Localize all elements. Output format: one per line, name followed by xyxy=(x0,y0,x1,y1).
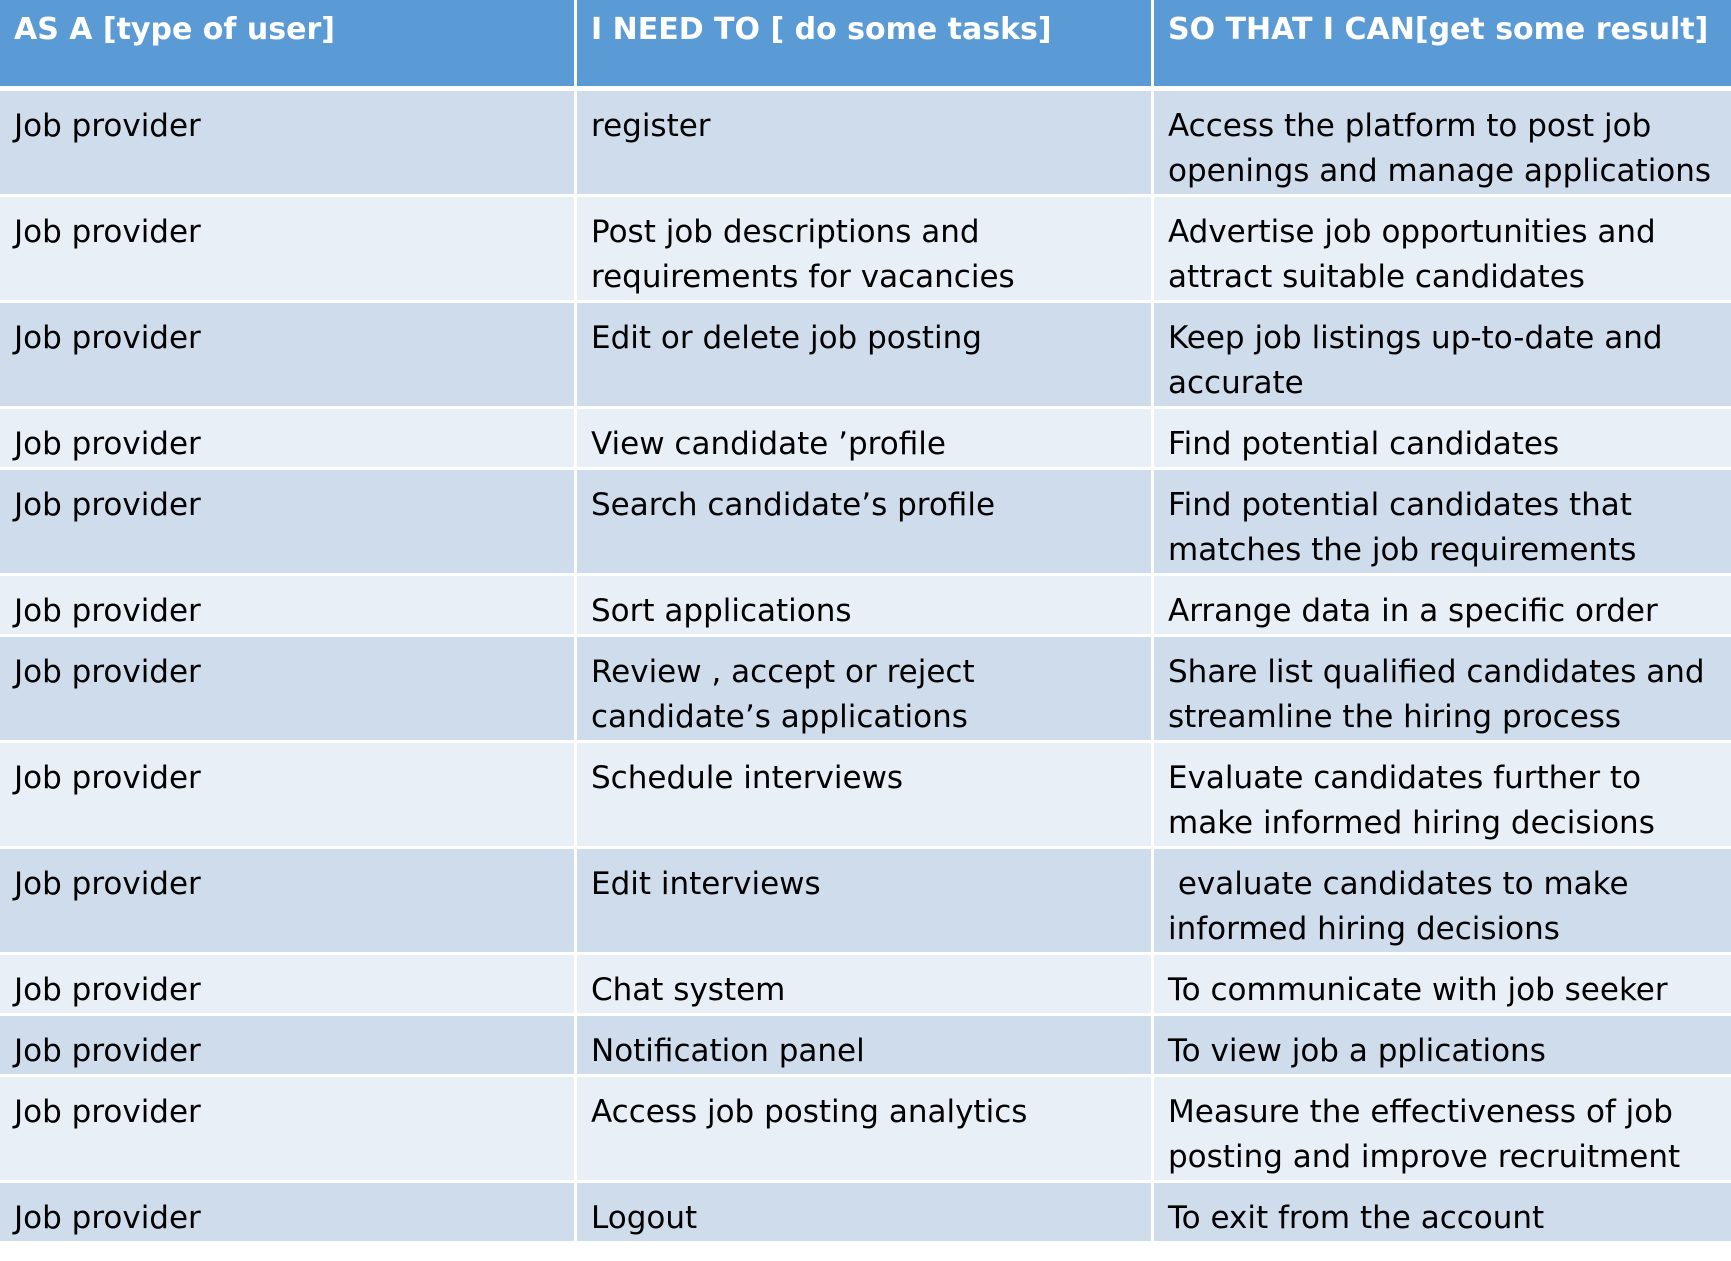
table-row: Job provider View candidate ’profile Fin… xyxy=(0,409,1731,470)
cell-task: Access job posting analytics xyxy=(577,1077,1154,1183)
cell-result: Share list qualified candidates and stre… xyxy=(1154,637,1731,743)
cell-user-type: Job provider xyxy=(0,470,577,576)
cell-result: Find potential candidates xyxy=(1154,409,1731,470)
cell-user-type: Job provider xyxy=(0,1183,577,1244)
cell-task: Sort applications xyxy=(577,576,1154,637)
cell-user-type: Job provider xyxy=(0,743,577,849)
table-row: Job provider Search candidate’s profile … xyxy=(0,470,1731,576)
cell-user-type: Job provider xyxy=(0,955,577,1016)
table-header-row: AS A [type of user] I NEED TO [ do some … xyxy=(0,0,1731,91)
table-row: Job provider Sort applications Arrange d… xyxy=(0,576,1731,637)
table-row: Job provider Schedule interviews Evaluat… xyxy=(0,743,1731,849)
cell-user-type: Job provider xyxy=(0,637,577,743)
cell-task: Search candidate’s profile xyxy=(577,470,1154,576)
cell-task: Post job descriptions and requirements f… xyxy=(577,197,1154,303)
table-row: Job provider Notification panel To view … xyxy=(0,1016,1731,1077)
table-row: Job provider Chat system To communicate … xyxy=(0,955,1731,1016)
header-tasks: I NEED TO [ do some tasks] xyxy=(577,0,1154,91)
table-row: Job provider Post job descriptions and r… xyxy=(0,197,1731,303)
cell-result: Measure the effectiveness of job posting… xyxy=(1154,1077,1731,1183)
table-row: Job provider Edit interviews evaluate ca… xyxy=(0,849,1731,955)
table-row: Job provider Edit or delete job posting … xyxy=(0,303,1731,409)
cell-task: Review , accept or reject candidate’s ap… xyxy=(577,637,1154,743)
table-row: Job provider Review , accept or reject c… xyxy=(0,637,1731,743)
header-result: SO THAT I CAN[get some result] xyxy=(1154,0,1731,91)
cell-result: Find potential candidates that matches t… xyxy=(1154,470,1731,576)
cell-user-type: Job provider xyxy=(0,576,577,637)
cell-user-type: Job provider xyxy=(0,849,577,955)
table-row: Job provider Logout To exit from the acc… xyxy=(0,1183,1731,1244)
header-user-type: AS A [type of user] xyxy=(0,0,577,91)
cell-result: To view job a pplications xyxy=(1154,1016,1731,1077)
cell-task: register xyxy=(577,91,1154,197)
cell-result: Access the platform to post job openings… xyxy=(1154,91,1731,197)
cell-result: Advertise job opportunities and attract … xyxy=(1154,197,1731,303)
cell-result: evaluate candidates to make informed hir… xyxy=(1154,849,1731,955)
cell-user-type: Job provider xyxy=(0,91,577,197)
cell-task: Chat system xyxy=(577,955,1154,1016)
cell-user-type: Job provider xyxy=(0,409,577,470)
cell-task: Edit or delete job posting xyxy=(577,303,1154,409)
cell-task: Notification panel xyxy=(577,1016,1154,1077)
cell-result: Arrange data in a specific order xyxy=(1154,576,1731,637)
cell-result: To exit from the account xyxy=(1154,1183,1731,1244)
cell-result: To communicate with job seeker xyxy=(1154,955,1731,1016)
cell-task: View candidate ’profile xyxy=(577,409,1154,470)
cell-user-type: Job provider xyxy=(0,303,577,409)
cell-user-type: Job provider xyxy=(0,1077,577,1183)
table-row: Job provider Access job posting analytic… xyxy=(0,1077,1731,1183)
table-row: Job provider register Access the platfor… xyxy=(0,91,1731,197)
cell-task: Edit interviews xyxy=(577,849,1154,955)
cell-user-type: Job provider xyxy=(0,1016,577,1077)
cell-task: Schedule interviews xyxy=(577,743,1154,849)
cell-result: Keep job listings up-to-date and accurat… xyxy=(1154,303,1731,409)
cell-result: Evaluate candidates further to make info… xyxy=(1154,743,1731,849)
cell-task: Logout xyxy=(577,1183,1154,1244)
cell-user-type: Job provider xyxy=(0,197,577,303)
